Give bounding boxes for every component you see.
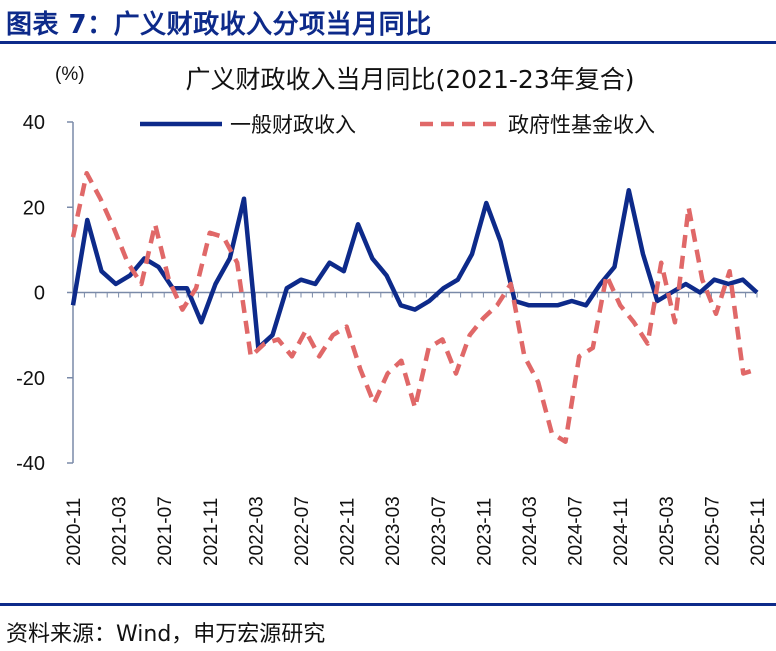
series-line-general-revenue — [70, 187, 759, 351]
figure-title: 图表 7：广义财政收入分项当月同比 — [6, 10, 432, 40]
y-axis-unit: (%) — [55, 64, 85, 85]
legend-label: 政府性基金收入 — [508, 113, 655, 137]
x-tick-label: 2023-03 — [383, 496, 404, 566]
x-tick-label: 2025-03 — [657, 496, 678, 566]
x-tick-label: 2021-07 — [155, 496, 176, 566]
top-rule — [0, 41, 776, 44]
series-line-fund-revenue — [70, 170, 758, 444]
y-tick-label: -20 — [16, 368, 45, 390]
x-tick-label: 2021-11 — [201, 498, 222, 566]
legend-label: 一般财政收入 — [230, 113, 356, 137]
x-tick-label: 2025-07 — [702, 496, 723, 566]
x-tick-label: 2024-03 — [520, 496, 541, 566]
axes: 40 20 0 -20 -40 2020-11 2021-03 2021-07 2021-11 2… — [16, 112, 769, 566]
x-tick-label: 2022-07 — [292, 496, 313, 566]
y-tick-label: 40 — [23, 112, 45, 134]
x-tick-label: 2020-11 — [64, 498, 85, 566]
series-layer — [70, 170, 759, 444]
x-tick-label: 2024-11 — [611, 498, 632, 566]
y-tick-label: -40 — [16, 453, 45, 475]
x-tick-label: 2021-03 — [110, 496, 131, 566]
x-tick-label: 2022-03 — [246, 496, 267, 566]
y-tick-label: 0 — [34, 283, 45, 305]
bottom-rule — [0, 603, 776, 606]
x-tick-label: 2023-11 — [474, 498, 495, 566]
y-tick-label: 20 — [23, 197, 45, 219]
chart-title: 广义财政收入当月同比(2021-23年复合) — [186, 65, 635, 94]
x-tick-label: 2023-07 — [429, 496, 450, 566]
x-tick-label: 2024-07 — [566, 496, 587, 566]
x-tick-label: 2025-11 — [748, 498, 769, 566]
source-note: 资料来源：Wind，申万宏源研究 — [6, 622, 326, 647]
legend: 一般财政收入 政府性基金收入 — [140, 113, 655, 137]
x-tick-label: 2022-11 — [338, 498, 359, 566]
